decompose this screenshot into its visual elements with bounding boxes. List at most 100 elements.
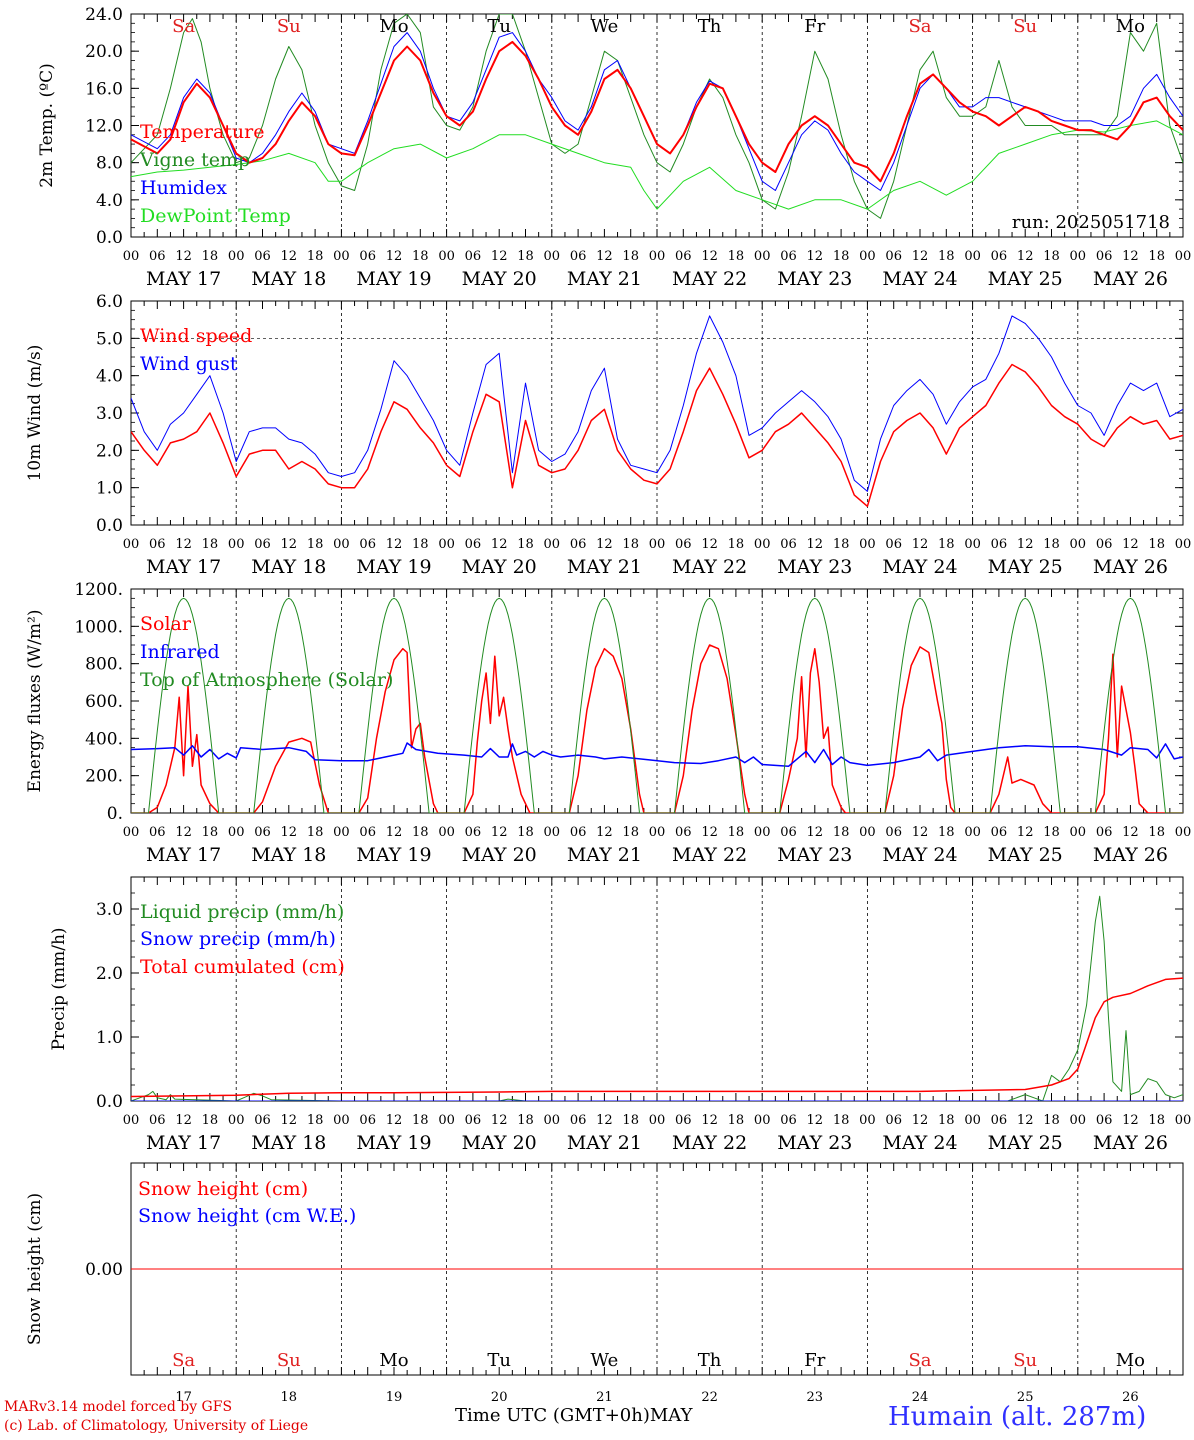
date-label: MAY 17 xyxy=(146,1132,221,1154)
x-tick-label: 00 xyxy=(438,249,455,264)
x-tick-label: 12 xyxy=(281,825,298,840)
x-tick-label: 18 xyxy=(938,537,955,552)
x-tick-label: 18 xyxy=(938,1113,955,1128)
series-line-total-cumulated-cm- xyxy=(131,977,1183,1098)
credit-line: (c) Lab. of Climatology, University of L… xyxy=(4,1418,309,1434)
date-label: MAY 23 xyxy=(777,844,852,866)
x-tick-label: 06 xyxy=(254,249,271,264)
x-tick-label: 12 xyxy=(1122,825,1139,840)
x-tick-label: 06 xyxy=(991,825,1008,840)
x-tick-label: 06 xyxy=(149,537,166,552)
run-label: run: 2025051718 xyxy=(1012,212,1170,233)
x-tick-label: 12 xyxy=(1122,249,1139,264)
x-tick-label: 12 xyxy=(701,825,718,840)
model-credit: MARv3.14 model forced by GFS (c) Lab. of… xyxy=(4,1398,308,1436)
date-label: MAY 21 xyxy=(567,556,642,578)
x-tick-label: 18 xyxy=(1043,1113,1060,1128)
day-number-label: 22 xyxy=(701,1390,718,1405)
x-tick-label: 06 xyxy=(570,249,587,264)
date-label: MAY 17 xyxy=(146,268,221,290)
x-tick-label: 18 xyxy=(517,1113,534,1128)
x-tick-label: 00 xyxy=(754,1113,771,1128)
series-line-wind-gust xyxy=(131,315,1183,492)
x-tick-label: 18 xyxy=(622,1113,639,1128)
x-tick-label: 00 xyxy=(228,537,245,552)
legend-entry: Total cumulated (cm) xyxy=(140,956,345,978)
x-tick-label: 18 xyxy=(202,825,219,840)
panel-2: 0.0 1.0 2.0 3.0 4.0 5.0 6.0 10m Wind (m/s) Wind … xyxy=(25,292,1191,578)
legend-entry: Humidex xyxy=(140,177,227,199)
date-label: MAY 26 xyxy=(1093,844,1168,866)
x-tick-label: 12 xyxy=(701,537,718,552)
x-tick-label: 00 xyxy=(649,249,666,264)
x-tick-label: 06 xyxy=(675,537,692,552)
date-label: MAY 22 xyxy=(672,556,747,578)
x-tick-label: 00 xyxy=(228,1113,245,1128)
x-tick-label: 12 xyxy=(1017,825,1034,840)
day-number-label: 24 xyxy=(912,1390,929,1405)
x-tick-label: 18 xyxy=(622,537,639,552)
weekday-label: We xyxy=(591,16,619,37)
date-label: MAY 21 xyxy=(567,844,642,866)
x-tick-label: 18 xyxy=(833,537,850,552)
x-tick-label: 06 xyxy=(465,249,482,264)
date-label: MAY 26 xyxy=(1093,556,1168,578)
x-tick-label: 18 xyxy=(307,825,324,840)
x-tick-label: 18 xyxy=(517,249,534,264)
y-tick-label: 0.0 xyxy=(96,1092,123,1112)
weekday-label: Fr xyxy=(804,16,825,37)
x-tick-label: 18 xyxy=(202,1113,219,1128)
y-tick-label: 800. xyxy=(85,655,123,675)
date-label: MAY 19 xyxy=(356,844,431,866)
x-tick-label: 00 xyxy=(649,825,666,840)
x-tick-label: 12 xyxy=(386,1113,403,1128)
x-tick-label: 12 xyxy=(807,825,824,840)
legend-entry: Snow height (cm W.E.) xyxy=(138,1205,356,1227)
series-line-dewpoint-temp xyxy=(131,120,1183,210)
x-tick-label: 00 xyxy=(123,537,140,552)
date-label: MAY 25 xyxy=(988,268,1063,290)
x-tick-label: 18 xyxy=(833,1113,850,1128)
x-tick-label: 12 xyxy=(175,1113,192,1128)
weekday-label: Mo xyxy=(379,1350,408,1371)
x-tick-label: 12 xyxy=(596,537,613,552)
date-label: MAY 21 xyxy=(567,1132,642,1154)
x-tick-label: 00 xyxy=(649,1113,666,1128)
x-tick-label: 18 xyxy=(728,1113,745,1128)
x-tick-label: 06 xyxy=(149,249,166,264)
date-label: MAY 20 xyxy=(462,556,537,578)
plot-frame xyxy=(130,300,1184,526)
y-tick-label: 200. xyxy=(85,767,123,787)
x-tick-label: 12 xyxy=(1122,1113,1139,1128)
x-tick-label: 06 xyxy=(359,825,376,840)
x-tick-label: 00 xyxy=(438,537,455,552)
x-tick-label: 00 xyxy=(859,1113,876,1128)
legend-entry: Top of Atmosphere (Solar) xyxy=(140,669,393,691)
y-tick-label: 8.0 xyxy=(96,154,123,174)
y-tick-label: 12.0 xyxy=(85,117,123,137)
x-tick-label: 06 xyxy=(570,1113,587,1128)
y-tick-label: 4.0 xyxy=(96,367,123,387)
x-tick-label: 18 xyxy=(412,537,429,552)
x-tick-label: 00 xyxy=(1175,249,1192,264)
panel-1: 0.0 4.0 8.0 12.0 16.0 20.0 24.0 2m Temp. (ºC) Te… xyxy=(37,5,1191,290)
x-tick-label: 12 xyxy=(491,825,508,840)
x-tick-label: 00 xyxy=(333,249,350,264)
x-tick-label: 06 xyxy=(254,537,271,552)
x-tick-label: 00 xyxy=(1175,825,1192,840)
x-tick-label: 18 xyxy=(1148,249,1165,264)
x-tick-label: 12 xyxy=(596,249,613,264)
plot-frame xyxy=(130,588,1184,814)
x-tick-label: 18 xyxy=(622,249,639,264)
legend-entry: DewPoint Temp xyxy=(140,205,291,227)
x-tick-label: 18 xyxy=(1148,537,1165,552)
x-tick-label: 00 xyxy=(1070,1113,1087,1128)
x-tick-label: 06 xyxy=(359,1113,376,1128)
x-tick-label: 00 xyxy=(754,537,771,552)
x-tick-label: 00 xyxy=(649,537,666,552)
x-tick-label: 12 xyxy=(1017,1113,1034,1128)
x-tick-label: 18 xyxy=(728,249,745,264)
series-line-infrared xyxy=(131,742,1183,768)
legend-entry: Vigne temp xyxy=(139,149,250,171)
